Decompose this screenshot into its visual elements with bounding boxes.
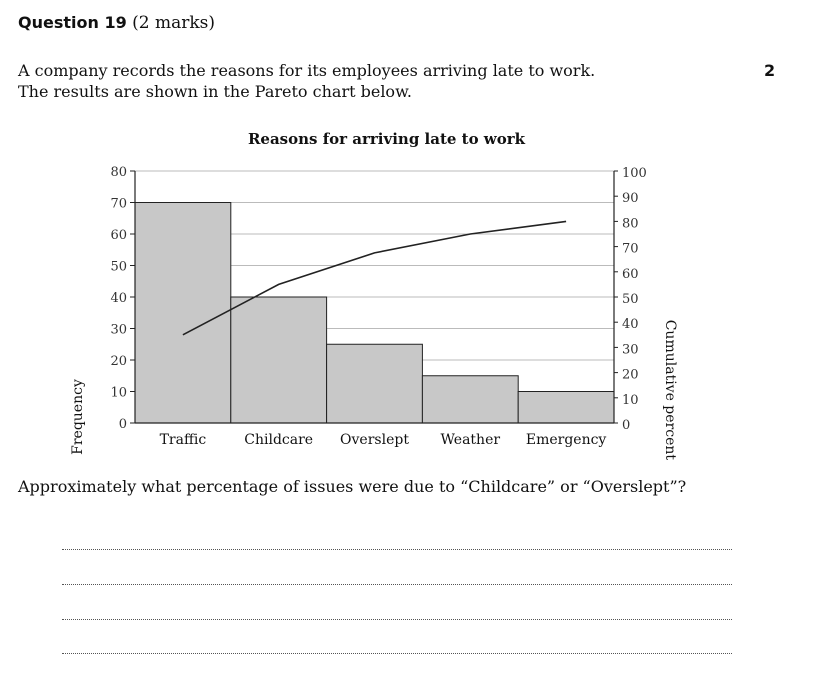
question-intro: A company records the reasons for its em… xyxy=(18,60,595,102)
chart-title: Reasons for arriving late to work xyxy=(248,130,526,148)
bar-childcare xyxy=(230,296,328,424)
x-tick-label: Weather xyxy=(441,432,501,448)
y-tick-label: 80 xyxy=(110,165,127,180)
y2-tick-label: 20 xyxy=(622,368,639,383)
y-tick-label: 40 xyxy=(110,291,127,306)
y-tick-label: 20 xyxy=(110,354,127,369)
y2-tick-label: 30 xyxy=(622,342,639,357)
x-tick-label: Traffic xyxy=(160,432,207,448)
bar-traffic xyxy=(134,202,232,424)
y2-tick-label: 70 xyxy=(622,242,639,257)
x-tick-label: Childcare xyxy=(244,432,313,448)
y2-tick-label: 90 xyxy=(622,191,639,206)
intro-line-2: The results are shown in the Pareto char… xyxy=(18,82,412,101)
y2-tick-label: 60 xyxy=(622,267,639,282)
question-marks: (2 marks) xyxy=(132,13,216,33)
y2-tick-label: 0 xyxy=(622,418,630,433)
y-tick-label: 0 xyxy=(119,417,127,432)
y-tick-label: 30 xyxy=(110,323,127,338)
answer-line-3[interactable] xyxy=(62,619,732,620)
bar-weather xyxy=(421,375,519,424)
answer-line-4[interactable] xyxy=(62,653,732,654)
y2-axis-label: Cumulative percentage (%) xyxy=(662,320,678,460)
pareto-chart: Reasons for arriving late to work 0 10 20 30… xyxy=(70,130,678,460)
bar-emergency xyxy=(517,391,615,424)
y2-tick-label: 80 xyxy=(622,216,639,231)
y-tick-label: 70 xyxy=(110,197,127,212)
y-tick-label: 50 xyxy=(110,260,127,275)
x-tick-label: Emergency xyxy=(526,432,607,448)
x-tick-label: Overslept xyxy=(340,432,409,448)
y-tick-label: 60 xyxy=(110,228,127,243)
y-tick-label: 10 xyxy=(110,386,127,401)
question-number: Question 19 xyxy=(18,13,127,32)
y2-tick-label: 40 xyxy=(622,317,639,332)
y2-tick-label: 100 xyxy=(622,166,647,181)
answer-line-1[interactable] xyxy=(62,549,732,550)
y2-tick-label: 50 xyxy=(622,292,639,307)
bar-overslept xyxy=(326,343,423,424)
marks-value: 2 xyxy=(764,61,776,80)
question-prompt: Approximately what percentage of issues … xyxy=(18,477,687,496)
y2-tick-label: 10 xyxy=(622,393,639,408)
y-axis-label: Frequency xyxy=(70,379,86,455)
intro-line-1: A company records the reasons for its em… xyxy=(18,61,596,80)
answer-line-2[interactable] xyxy=(62,584,732,585)
cumulative-line xyxy=(182,220,567,336)
question-header: Question 19 (2 marks) xyxy=(18,13,215,33)
